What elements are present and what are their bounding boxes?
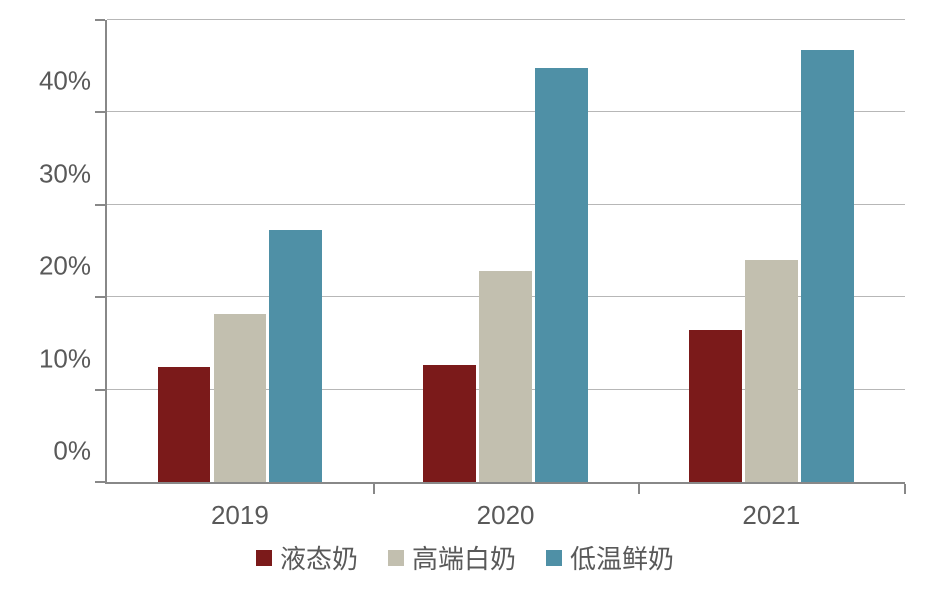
y-tick (95, 296, 105, 298)
legend: 液态奶 高端白奶 低温鲜奶 (0, 539, 930, 576)
bar (158, 367, 211, 483)
legend-swatch (256, 550, 272, 566)
gridline (107, 204, 905, 205)
y-axis-label: 50% (39, 0, 91, 5)
bar (269, 230, 322, 482)
legend-item: 液态奶 (256, 539, 358, 576)
gridline (107, 111, 905, 112)
y-tick (95, 204, 105, 206)
legend-label: 低温鲜奶 (570, 539, 674, 576)
y-axis-label: 10% (39, 343, 91, 374)
x-tick (373, 484, 375, 494)
x-tick (904, 484, 906, 494)
x-tick (638, 484, 640, 494)
x-axis-label: 2021 (742, 500, 800, 531)
bar (689, 330, 742, 482)
plot-area: 0%10%20%30%40%50%201920202021 (105, 20, 905, 484)
chart-container: 0%10%20%30%40%50%201920202021 液态奶高端白奶低温鲜… (0, 0, 930, 594)
y-tick (95, 481, 105, 483)
x-axis-label: 2019 (211, 500, 269, 531)
legend-label: 高端白奶 (412, 539, 516, 576)
bar (801, 50, 854, 482)
y-tick (95, 111, 105, 113)
gridline (107, 19, 905, 20)
bar (479, 271, 532, 482)
y-tick (95, 19, 105, 21)
bar (423, 365, 476, 482)
legend-label: 液态奶 (280, 539, 358, 576)
bar (214, 314, 267, 482)
y-tick (95, 389, 105, 391)
bar (535, 68, 588, 482)
bar (745, 260, 798, 482)
y-axis-label: 20% (39, 251, 91, 282)
y-axis-label: 30% (39, 158, 91, 189)
y-axis-label: 0% (53, 436, 91, 467)
legend-item: 低温鲜奶 (546, 539, 674, 576)
y-axis-label: 40% (39, 66, 91, 97)
legend-item: 高端白奶 (388, 539, 516, 576)
x-axis-label: 2020 (477, 500, 535, 531)
legend-swatch (546, 550, 562, 566)
legend-swatch (388, 550, 404, 566)
